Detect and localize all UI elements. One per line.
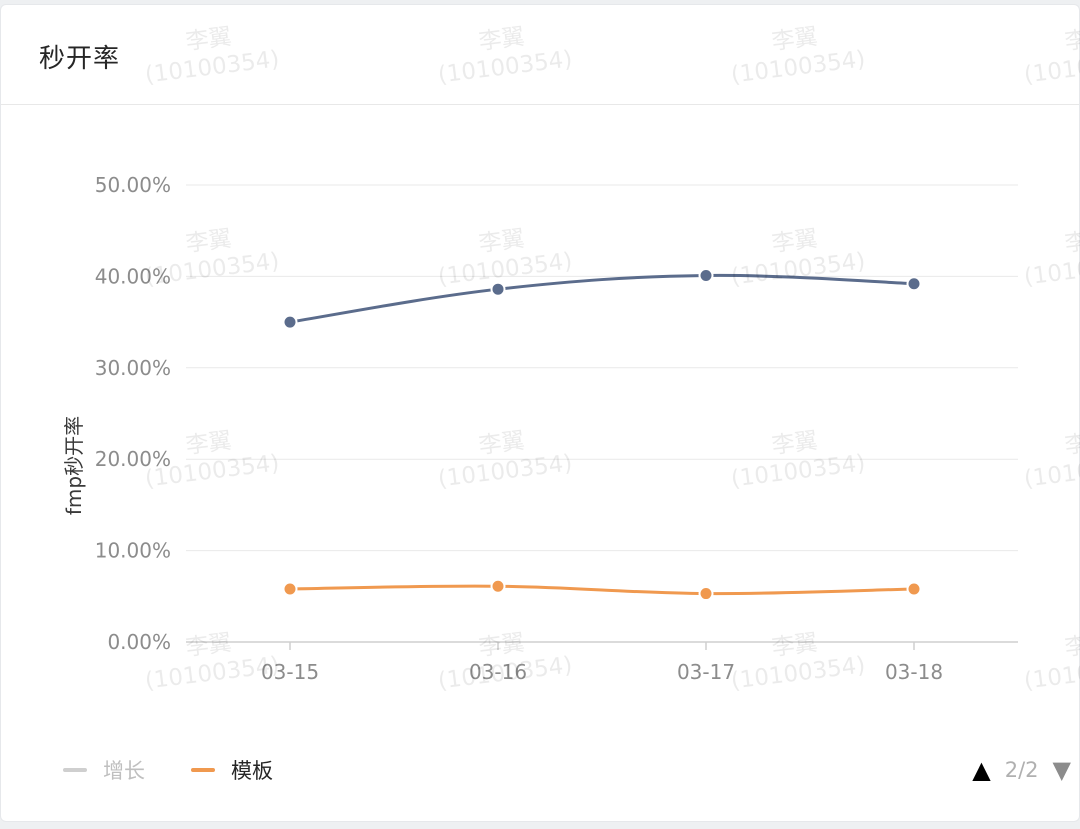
x-tick-label: 03-15 [261,660,319,684]
page-indicator: 2/2 [1004,758,1039,782]
series-line-1 [289,584,915,596]
chart-legend: 增长 模板 [63,755,319,785]
y-tick-label: 20.00% [95,447,171,471]
data-point [282,581,298,597]
line-chart: 0.00% 10.00% 20.00% 30.00% 40.00% 50.00% 03-15… [62,173,1018,684]
data-point [490,578,506,594]
legend-label-growth: 增长 [103,759,145,783]
legend-item-growth[interactable]: 增长 [63,755,145,785]
legend-pager: ▲ 2/2 ▼ [972,755,1079,785]
page-up-icon[interactable]: ▲ [972,756,991,784]
legend-item-template[interactable]: 模板 [191,755,273,785]
y-axis-title: fmp秒开率 [62,416,86,515]
y-tick-label: 50.00% [95,173,171,197]
card-title: 秒开率 [39,44,121,74]
data-point [282,314,298,330]
card-header: 秒开率 [1,5,1079,105]
y-tick-label: 0.00% [107,630,171,654]
data-point [906,581,922,597]
legend-label-template: 模板 [231,759,273,783]
data-point [698,267,714,283]
chart-card: 秒开率 0.00% 10.00% 20.00% 30.00% 40.00% 50.00% 0… [0,4,1080,822]
x-tick-label: 03-18 [885,660,943,684]
y-tick-label: 30.00% [95,356,171,380]
series-line-0 [289,273,915,324]
x-tick-label: 03-17 [677,660,735,684]
data-point [698,586,714,602]
chart-area: 0.00% 10.00% 20.00% 30.00% 40.00% 50.00% 03-15… [1,105,1079,821]
legend-swatch-growth [63,768,87,772]
page-down-icon[interactable]: ▼ [1052,756,1071,784]
y-tick-label: 10.00% [95,539,171,563]
legend-swatch-template [191,768,215,772]
x-tick-label: 03-16 [469,660,527,684]
data-point [906,276,922,292]
data-point [490,281,506,297]
y-tick-label: 40.00% [95,264,171,288]
